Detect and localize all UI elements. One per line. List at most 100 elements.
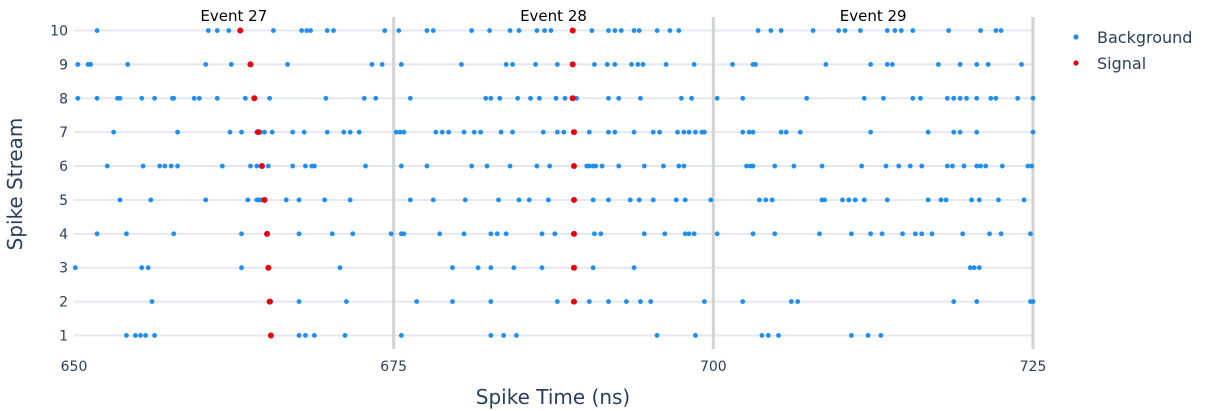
background-point — [267, 95, 273, 101]
y-tick-label: 3 — [59, 261, 68, 277]
background-point — [191, 95, 197, 101]
background-point — [693, 333, 698, 338]
background-point — [676, 163, 682, 169]
signal-point — [570, 298, 577, 305]
background-point — [1015, 95, 1021, 101]
background-point — [846, 197, 852, 203]
legend-item-signal[interactable]: Signal — [1073, 54, 1146, 73]
background-point — [356, 129, 362, 135]
background-point — [350, 231, 356, 237]
background-point — [219, 163, 225, 169]
background-point — [998, 28, 1004, 33]
background-point — [868, 62, 874, 67]
background-point — [852, 197, 858, 203]
background-point — [311, 333, 317, 338]
signal-point — [570, 196, 577, 203]
background-point — [714, 95, 720, 101]
background-point — [778, 129, 784, 135]
legend-label-signal: Signal — [1097, 54, 1146, 73]
background-point — [516, 28, 522, 33]
background-point — [561, 129, 567, 135]
background-point — [152, 333, 157, 338]
background-point — [746, 129, 752, 135]
background-point — [974, 62, 980, 67]
background-point — [407, 95, 413, 101]
background-point — [1030, 129, 1036, 135]
background-point — [951, 95, 957, 101]
background-point — [301, 129, 307, 135]
background-point — [686, 129, 692, 135]
background-point — [974, 163, 980, 169]
background-point — [978, 28, 983, 33]
background-point — [239, 231, 244, 237]
background-point — [883, 163, 889, 169]
background-point — [586, 299, 592, 304]
background-point — [461, 231, 467, 237]
background-point — [823, 62, 829, 67]
background-point — [542, 28, 547, 33]
background-point — [604, 62, 610, 67]
background-point — [528, 95, 533, 101]
background-point — [910, 28, 916, 33]
background-point — [638, 95, 643, 101]
background-point — [772, 231, 778, 237]
event-boundaries — [392, 17, 1035, 349]
series-background — [72, 28, 1036, 338]
background-point — [865, 333, 871, 338]
background-point — [944, 163, 950, 169]
background-point — [369, 62, 375, 67]
legend[interactable]: Background Signal — [1073, 28, 1192, 73]
background-point — [379, 62, 385, 67]
background-point — [985, 62, 991, 67]
background-point — [562, 95, 568, 101]
background-point — [265, 163, 271, 169]
background-point — [593, 163, 599, 169]
event-label: Event 28 — [520, 7, 587, 25]
background-point — [606, 95, 611, 101]
legend-item-background[interactable]: Background — [1073, 28, 1192, 47]
background-point — [586, 163, 592, 169]
y-axis-title: Spike Stream — [3, 118, 27, 251]
background-point — [971, 265, 977, 271]
background-point — [515, 95, 521, 101]
background-point — [488, 231, 494, 237]
background-point — [730, 62, 735, 67]
background-point — [430, 28, 436, 33]
background-point — [484, 163, 490, 169]
background-point — [205, 28, 211, 33]
background-point — [938, 197, 944, 203]
background-point — [214, 95, 220, 101]
background-point — [676, 28, 682, 33]
background-point — [868, 231, 874, 237]
background-point — [961, 163, 967, 169]
background-point — [262, 129, 267, 135]
background-point — [943, 197, 949, 203]
background-point — [606, 197, 611, 203]
background-point — [654, 333, 660, 338]
event-labels: Event 27 Event 28 Event 29 — [200, 7, 906, 25]
signal-point — [570, 129, 577, 136]
background-point — [998, 231, 1004, 237]
background-point — [1021, 197, 1027, 203]
background-point — [616, 95, 622, 101]
background-point — [498, 129, 504, 135]
background-point — [667, 28, 673, 33]
background-point — [72, 265, 78, 271]
signal-point — [251, 95, 258, 102]
background-point — [539, 265, 545, 271]
background-point — [401, 231, 407, 237]
background-point — [430, 197, 436, 203]
background-point — [308, 28, 313, 33]
event-label: Event 27 — [200, 7, 267, 25]
background-point — [675, 129, 680, 135]
background-point — [810, 28, 816, 33]
background-point — [910, 95, 916, 101]
background-point — [478, 129, 484, 135]
background-point — [616, 163, 622, 169]
background-point — [398, 333, 404, 338]
signal-point — [255, 129, 262, 136]
background-point — [171, 231, 177, 237]
background-point — [880, 95, 886, 101]
background-point — [347, 197, 353, 203]
background-point — [996, 197, 1001, 203]
